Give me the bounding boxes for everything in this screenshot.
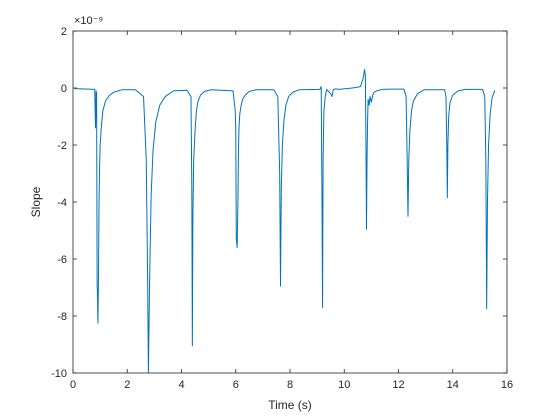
x-tick-label: 0 bbox=[70, 379, 76, 391]
x-tick-label: 16 bbox=[501, 379, 513, 391]
x-tick-label: 2 bbox=[124, 379, 130, 391]
x-axis-ticks: 0 2 4 6 8 10 12 14 16 bbox=[70, 31, 513, 391]
exponent-label: ×10⁻⁹ bbox=[74, 15, 103, 27]
series-line-0 bbox=[74, 68, 496, 374]
y-axis-ticks: -10 -8 -6 -4 -2 0 2 bbox=[51, 26, 507, 380]
x-tick-label: 14 bbox=[447, 379, 459, 391]
x-axis-label: Time (s) bbox=[268, 398, 312, 412]
plot-area bbox=[73, 31, 507, 373]
y-axis-label: Slope bbox=[29, 186, 43, 217]
y-tick-label: -2 bbox=[57, 140, 67, 152]
y-tick-label: 2 bbox=[61, 26, 67, 38]
y-tick-label: -6 bbox=[57, 254, 67, 266]
x-tick-label: 6 bbox=[233, 379, 239, 391]
x-tick-label: 12 bbox=[392, 379, 404, 391]
data-layer bbox=[74, 68, 496, 374]
y-tick-label: -4 bbox=[57, 197, 67, 209]
x-tick-label: 8 bbox=[287, 379, 293, 391]
y-tick-label: -8 bbox=[57, 311, 67, 323]
y-tick-label: -10 bbox=[51, 368, 67, 380]
y-tick-label: 0 bbox=[61, 83, 67, 95]
x-tick-label: 4 bbox=[178, 379, 184, 391]
x-tick-label: 10 bbox=[338, 379, 350, 391]
